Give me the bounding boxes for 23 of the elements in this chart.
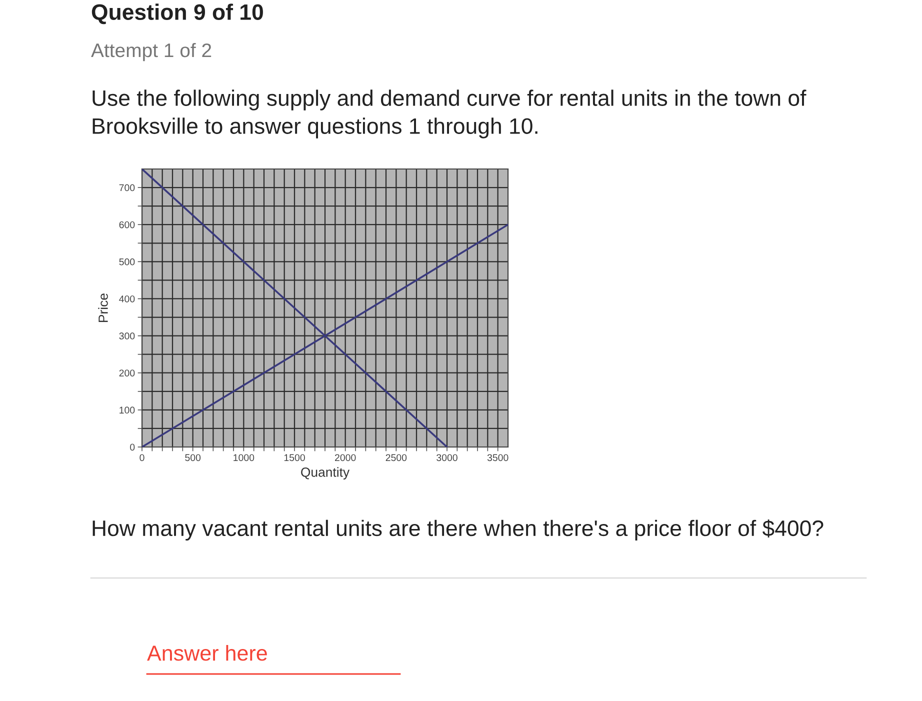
x-tick-label: 3500 bbox=[487, 454, 508, 462]
text: Use the following supply and demand curve for rental units in the town of Brooksville to answer questions 1 through 10. bbox=[92, 90, 806, 138]
text: How many vacant rental units are there when there's a price floor of $400? bbox=[92, 519, 824, 541]
chart-subtitle: Attempt 1 of 2 bbox=[91, 42, 212, 62]
y-tick-label: 300 bbox=[119, 332, 135, 340]
x-tick-label: 1000 bbox=[234, 454, 254, 462]
x-tick-label: 0 bbox=[140, 454, 144, 462]
x-tick-label: 2500 bbox=[386, 454, 407, 462]
y-tick-label: 200 bbox=[119, 370, 135, 376]
text: Answer here bbox=[147, 644, 267, 661]
x-axis-title: Quantity bbox=[301, 467, 350, 480]
y-tick-label: 700 bbox=[119, 184, 135, 192]
x-tick-label: 2000 bbox=[335, 454, 356, 462]
y-tick-label: 100 bbox=[120, 406, 135, 414]
y-tick-label: 0 bbox=[130, 444, 135, 451]
y-axis-title: Price bbox=[98, 294, 108, 322]
x-tick-label: 500 bbox=[185, 454, 201, 462]
chart-title: Question 9 of 10 bbox=[92, 4, 263, 24]
y-tick-label: 400 bbox=[119, 295, 135, 302]
y-tick-label: 600 bbox=[119, 221, 135, 228]
x-tick-label: 1500 bbox=[284, 454, 305, 462]
y-tick-label: 500 bbox=[119, 258, 135, 266]
x-tick-label: 3000 bbox=[436, 454, 458, 462]
